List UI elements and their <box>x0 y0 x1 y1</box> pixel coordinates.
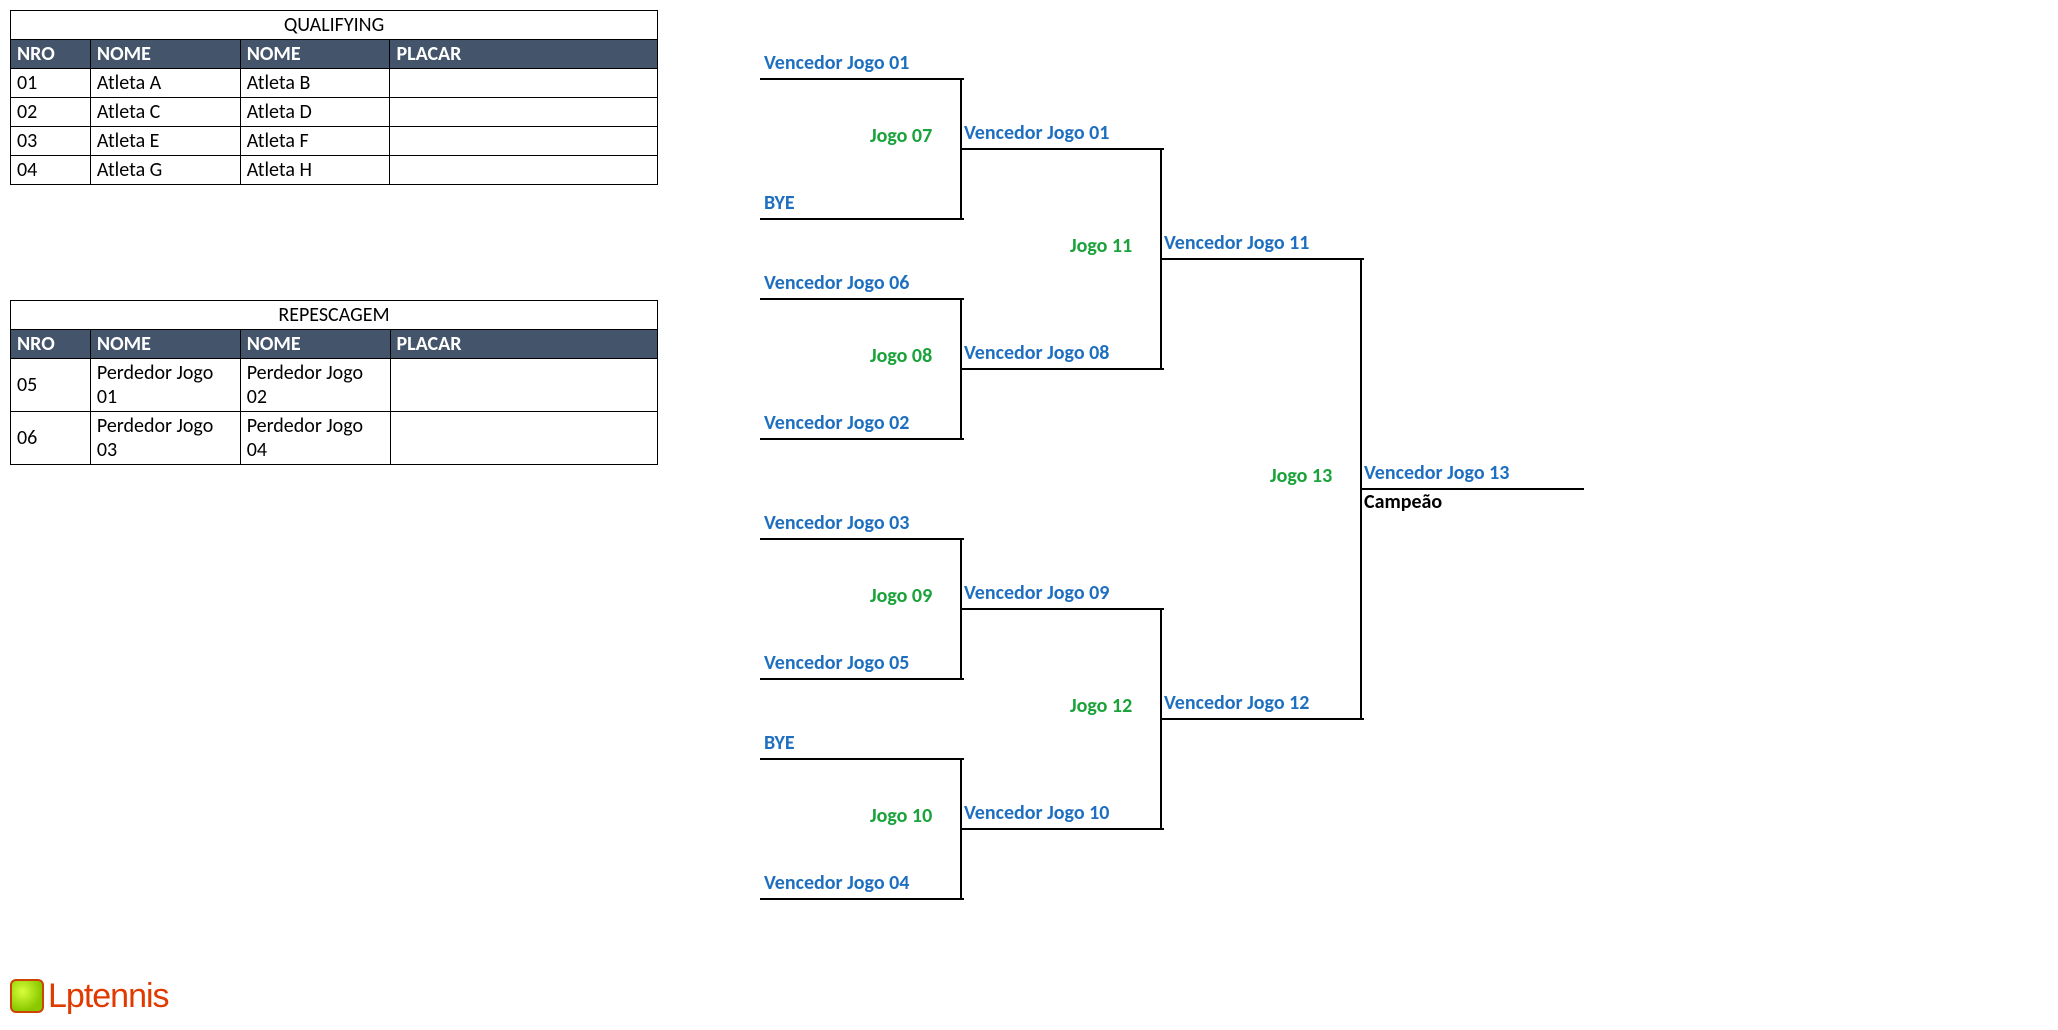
cell: 05 <box>11 359 91 412</box>
cell: Atleta H <box>240 156 390 185</box>
cell: Perdedor Jogo 01 <box>90 359 240 412</box>
cell: Atleta C <box>90 98 240 127</box>
table-row: 05 Perdedor Jogo 01 Perdedor Jogo 02 <box>11 359 658 412</box>
bracket-player: Vencedor Jogo 12 <box>1160 688 1364 720</box>
cell: 04 <box>11 156 91 185</box>
bracket-player: Vencedor Jogo 06 <box>760 268 964 300</box>
cell: 01 <box>11 69 91 98</box>
bracket-game-label: Jogo 12 <box>1070 694 1132 718</box>
cell: Atleta G <box>90 156 240 185</box>
cell <box>390 98 658 127</box>
cell <box>390 156 658 185</box>
bracket-final-winner: Vencedor Jogo 13 <box>1360 458 1584 490</box>
lptennis-logo: Lptennis <box>10 976 169 1016</box>
bracket-player: Vencedor Jogo 10 <box>960 798 1164 830</box>
cell: 03 <box>11 127 91 156</box>
bracket-player: Vencedor Jogo 05 <box>760 648 964 680</box>
bracket-player: Vencedor Jogo 09 <box>960 578 1164 610</box>
repescagem-table: REPESCAGEM NRO NOME NOME PLACAR 05 Perde… <box>10 300 658 465</box>
cell: Perdedor Jogo 03 <box>90 412 240 465</box>
bracket-game-label: Jogo 10 <box>870 804 932 828</box>
bracket-game-label: Jogo 08 <box>870 344 932 368</box>
bracket-game-label: Jogo 09 <box>870 584 932 608</box>
bracket-player: BYE <box>760 188 964 220</box>
col-nome2: NOME <box>240 330 390 359</box>
qualifying-header-row: NRO NOME NOME PLACAR <box>11 40 658 69</box>
cell: Atleta D <box>240 98 390 127</box>
bracket-game-label: Jogo 07 <box>870 124 932 148</box>
cell: Atleta F <box>240 127 390 156</box>
repescagem-header-row: NRO NOME NOME PLACAR <box>11 330 658 359</box>
bracket-game-label: Jogo 13 <box>1270 464 1332 488</box>
col-nome1: NOME <box>90 40 240 69</box>
table-row: 01 Atleta A Atleta B <box>11 69 658 98</box>
cell: Perdedor Jogo 02 <box>240 359 390 412</box>
cell: Perdedor Jogo 04 <box>240 412 390 465</box>
table-row: 03 Atleta E Atleta F <box>11 127 658 156</box>
bracket-player: BYE <box>760 728 964 760</box>
tennis-ball-icon <box>10 979 44 1013</box>
table-row: 02 Atleta C Atleta D <box>11 98 658 127</box>
table-row: 06 Perdedor Jogo 03 Perdedor Jogo 04 <box>11 412 658 465</box>
qualifying-table: QUALIFYING NRO NOME NOME PLACAR 01 Atlet… <box>10 10 658 185</box>
bracket-player: Vencedor Jogo 04 <box>760 868 964 900</box>
bracket-champion-label: Campeão <box>1360 490 1442 514</box>
col-placar: PLACAR <box>390 40 658 69</box>
logo-text: Lptennis <box>48 977 169 1016</box>
cell: Atleta B <box>240 69 390 98</box>
cell: Atleta E <box>90 127 240 156</box>
cell <box>390 412 657 465</box>
bracket-player: Vencedor Jogo 11 <box>1160 228 1364 260</box>
repescagem-title: REPESCAGEM <box>11 301 658 330</box>
cell: 02 <box>11 98 91 127</box>
bracket-game-label: Jogo 11 <box>1070 234 1132 258</box>
bracket-player: Vencedor Jogo 02 <box>760 408 964 440</box>
col-nome1: NOME <box>90 330 240 359</box>
cell: Atleta A <box>90 69 240 98</box>
col-nro: NRO <box>11 40 91 69</box>
cell <box>390 359 657 412</box>
bracket-diagram: Vencedor Jogo 01 BYE Jogo 07 Vencedor Jogo … <box>760 48 1590 988</box>
table-row: 04 Atleta G Atleta H <box>11 156 658 185</box>
bracket-player: Vencedor Jogo 01 <box>960 118 1164 150</box>
col-placar: PLACAR <box>390 330 657 359</box>
bracket-player: Vencedor Jogo 01 <box>760 48 964 80</box>
cell: 06 <box>11 412 91 465</box>
cell <box>390 69 658 98</box>
col-nome2: NOME <box>240 40 390 69</box>
qualifying-title: QUALIFYING <box>11 11 658 40</box>
col-nro: NRO <box>11 330 91 359</box>
bracket-player: Vencedor Jogo 03 <box>760 508 964 540</box>
tournament-page: QUALIFYING NRO NOME NOME PLACAR 01 Atlet… <box>0 0 2058 1030</box>
cell <box>390 127 658 156</box>
bracket-player: Vencedor Jogo 08 <box>960 338 1164 370</box>
